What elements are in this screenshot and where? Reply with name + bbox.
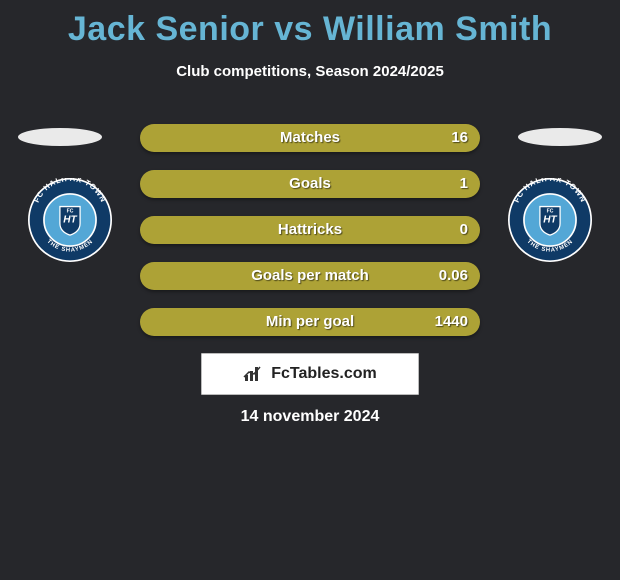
team-badge-left: FC HALIFAX TOWNTHE SHAYMENHTFC <box>28 178 112 262</box>
svg-text:HT: HT <box>543 215 557 226</box>
player-right-marker <box>518 128 602 146</box>
svg-text:FC: FC <box>67 208 74 214</box>
source-logo-text: FcTables.com <box>271 365 377 383</box>
stat-label: Hattricks <box>140 216 480 244</box>
stat-value: 16 <box>451 124 468 152</box>
stats-container: Matches 16 Goals 1 Hattricks 0 Goals per… <box>140 124 480 354</box>
date-text: 14 november 2024 <box>0 408 620 426</box>
page-subtitle: Club competitions, Season 2024/2025 <box>0 63 620 80</box>
stat-label: Goals <box>140 170 480 198</box>
source-logo: FcTables.com <box>201 353 419 395</box>
stat-value: 0.06 <box>439 262 468 290</box>
page-title: Jack Senior vs William Smith <box>0 0 620 49</box>
stat-label: Min per goal <box>140 308 480 336</box>
player-left-marker <box>18 128 102 146</box>
svg-text:HT: HT <box>63 215 77 226</box>
stat-row-hattricks: Hattricks 0 <box>140 216 480 244</box>
stat-label: Goals per match <box>140 262 480 290</box>
stat-row-goals-per-match: Goals per match 0.06 <box>140 262 480 290</box>
stat-value: 1 <box>460 170 468 198</box>
stat-value: 1440 <box>435 308 468 336</box>
chart-icon <box>243 365 265 383</box>
stat-row-goals: Goals 1 <box>140 170 480 198</box>
svg-text:FC: FC <box>547 208 554 214</box>
team-badge-right: FC HALIFAX TOWNTHE SHAYMENHTFC <box>508 178 592 262</box>
stat-row-matches: Matches 16 <box>140 124 480 152</box>
stat-row-min-per-goal: Min per goal 1440 <box>140 308 480 336</box>
stat-label: Matches <box>140 124 480 152</box>
stat-value: 0 <box>460 216 468 244</box>
